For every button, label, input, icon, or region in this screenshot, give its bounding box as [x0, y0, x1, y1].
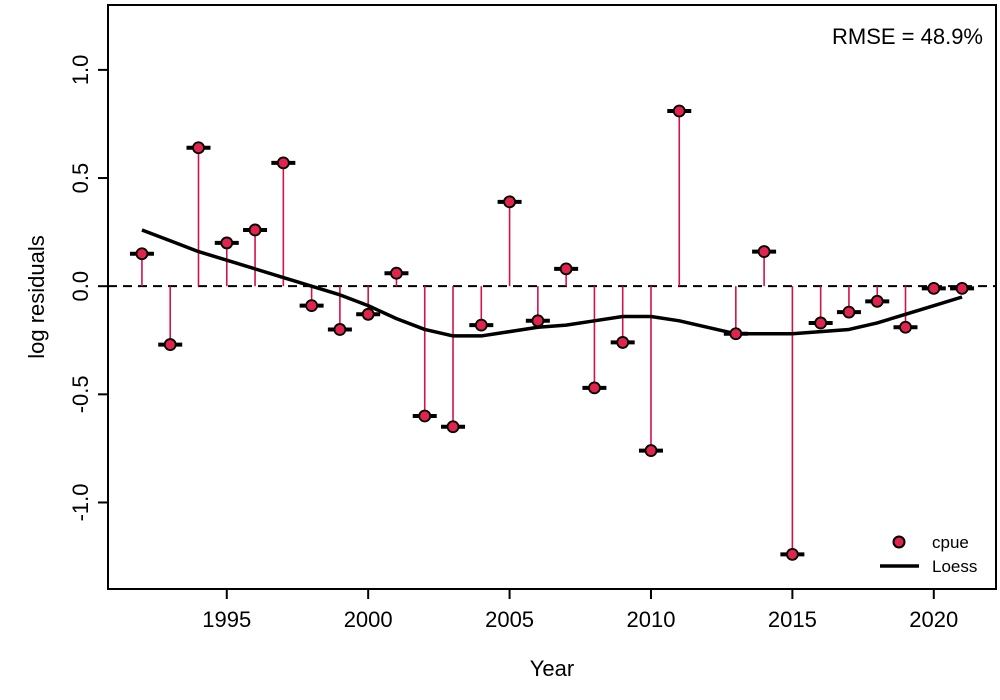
x-tick-label: 2005 [485, 607, 534, 632]
cpue-point [390, 266, 403, 280]
legend-cpue-label: cpue [932, 533, 969, 552]
legend-cpue-marker [892, 535, 906, 549]
cpue-point [729, 327, 743, 341]
cpue-point [870, 294, 884, 308]
x-axis-title: Year [530, 656, 574, 681]
x-tick-label: 1995 [202, 607, 251, 632]
cpue-point [361, 307, 375, 321]
legend-loess-label: Loess [932, 557, 977, 576]
cpue-point [559, 262, 573, 276]
cpue-point [531, 314, 545, 328]
cpue-point [927, 281, 941, 295]
cpue-point [842, 305, 856, 319]
cpue-point [644, 444, 658, 457]
cpue-point [333, 323, 347, 336]
rmse-annotation: RMSE = 48.9% [832, 24, 983, 49]
cpue-point [305, 299, 319, 313]
plot-frame [107, 4, 997, 590]
x-tick-label: 2015 [768, 607, 817, 632]
loess-line [141, 228, 963, 338]
x-tick-label: 2020 [909, 607, 958, 632]
y-tick-label: 1.0 [68, 55, 93, 86]
y-tick-label: 0.5 [68, 163, 93, 194]
cpue-point [757, 245, 771, 258]
cpue-point [135, 247, 149, 261]
cpue-point [955, 281, 969, 295]
cpue-point [899, 320, 912, 334]
cpue-point [474, 318, 488, 332]
cpue-points [129, 104, 975, 561]
cpue-point [503, 195, 516, 209]
cpue-point [588, 381, 601, 395]
y-axis-title: log residuals [24, 235, 49, 359]
x-tick-label: 2000 [344, 607, 393, 632]
residual-stems [141, 110, 963, 555]
cpue-point [163, 338, 177, 351]
legend: cpue Loess [880, 533, 977, 576]
y-tick-label: 0.0 [68, 271, 93, 302]
y-axis: -1.0 -0.5 0.0 0.5 1.0 [68, 55, 108, 522]
x-axis: 1995 2000 2005 2010 2015 2020 [202, 589, 958, 632]
x-tick-label: 2010 [627, 607, 676, 632]
y-tick-label: -1.0 [68, 484, 93, 522]
cpue-point [418, 409, 432, 423]
cpue-point [220, 236, 234, 250]
cpue-point [616, 336, 630, 349]
cpue-point [814, 316, 828, 330]
cpue-point [276, 156, 290, 170]
cpue-point [192, 141, 205, 155]
y-tick-label: -0.5 [68, 375, 93, 413]
cpue-point [446, 420, 460, 434]
cpue-point [785, 547, 799, 561]
cpue-point [672, 104, 686, 118]
cpue-point [248, 223, 262, 237]
